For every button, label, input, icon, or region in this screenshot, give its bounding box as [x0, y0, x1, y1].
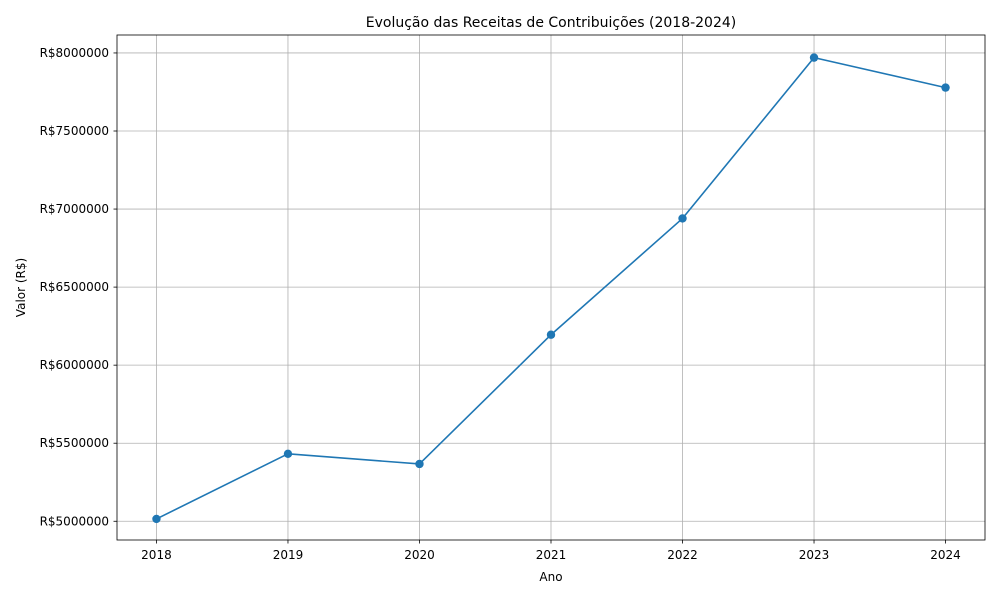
series: [152, 53, 950, 524]
x-tick-label: 2023: [799, 548, 830, 562]
data-point: [941, 83, 950, 92]
x-tick-label: 2019: [273, 548, 304, 562]
y-tick-label: R$7000000: [40, 202, 109, 216]
x-tick-label: 2018: [141, 548, 172, 562]
y-tick-label: R$7500000: [40, 124, 109, 138]
chart-title: Evolução das Receitas de Contribuições (…: [366, 15, 737, 31]
y-axis: R$5000000 R$5500000 R$6000000 R$6500000 R$70…: [40, 46, 117, 528]
x-tick-label: 2022: [667, 548, 698, 562]
data-point: [678, 214, 687, 223]
x-tick-label: 2020: [404, 548, 435, 562]
x-tick-label: 2021: [536, 548, 567, 562]
data-point: [809, 53, 819, 62]
y-tick-label: R$6000000: [40, 358, 109, 372]
y-tick-label: R$5500000: [40, 436, 109, 450]
data-point: [283, 449, 293, 459]
data-point: [415, 459, 424, 469]
y-tick-label: R$6500000: [40, 280, 109, 294]
data-point: [152, 514, 161, 524]
y-tick-label: R$5000000: [40, 514, 109, 528]
y-axis-title: Valor (R$): [14, 258, 28, 317]
x-axis-title: Ano: [539, 570, 562, 584]
y-tick-label: R$8000000: [40, 46, 109, 60]
grid: [117, 35, 985, 540]
x-axis: 2018 2019 2020 2021 2022 2023 2024: [141, 540, 961, 562]
data-point: [546, 330, 556, 339]
x-tick-label: 2024: [930, 548, 961, 562]
